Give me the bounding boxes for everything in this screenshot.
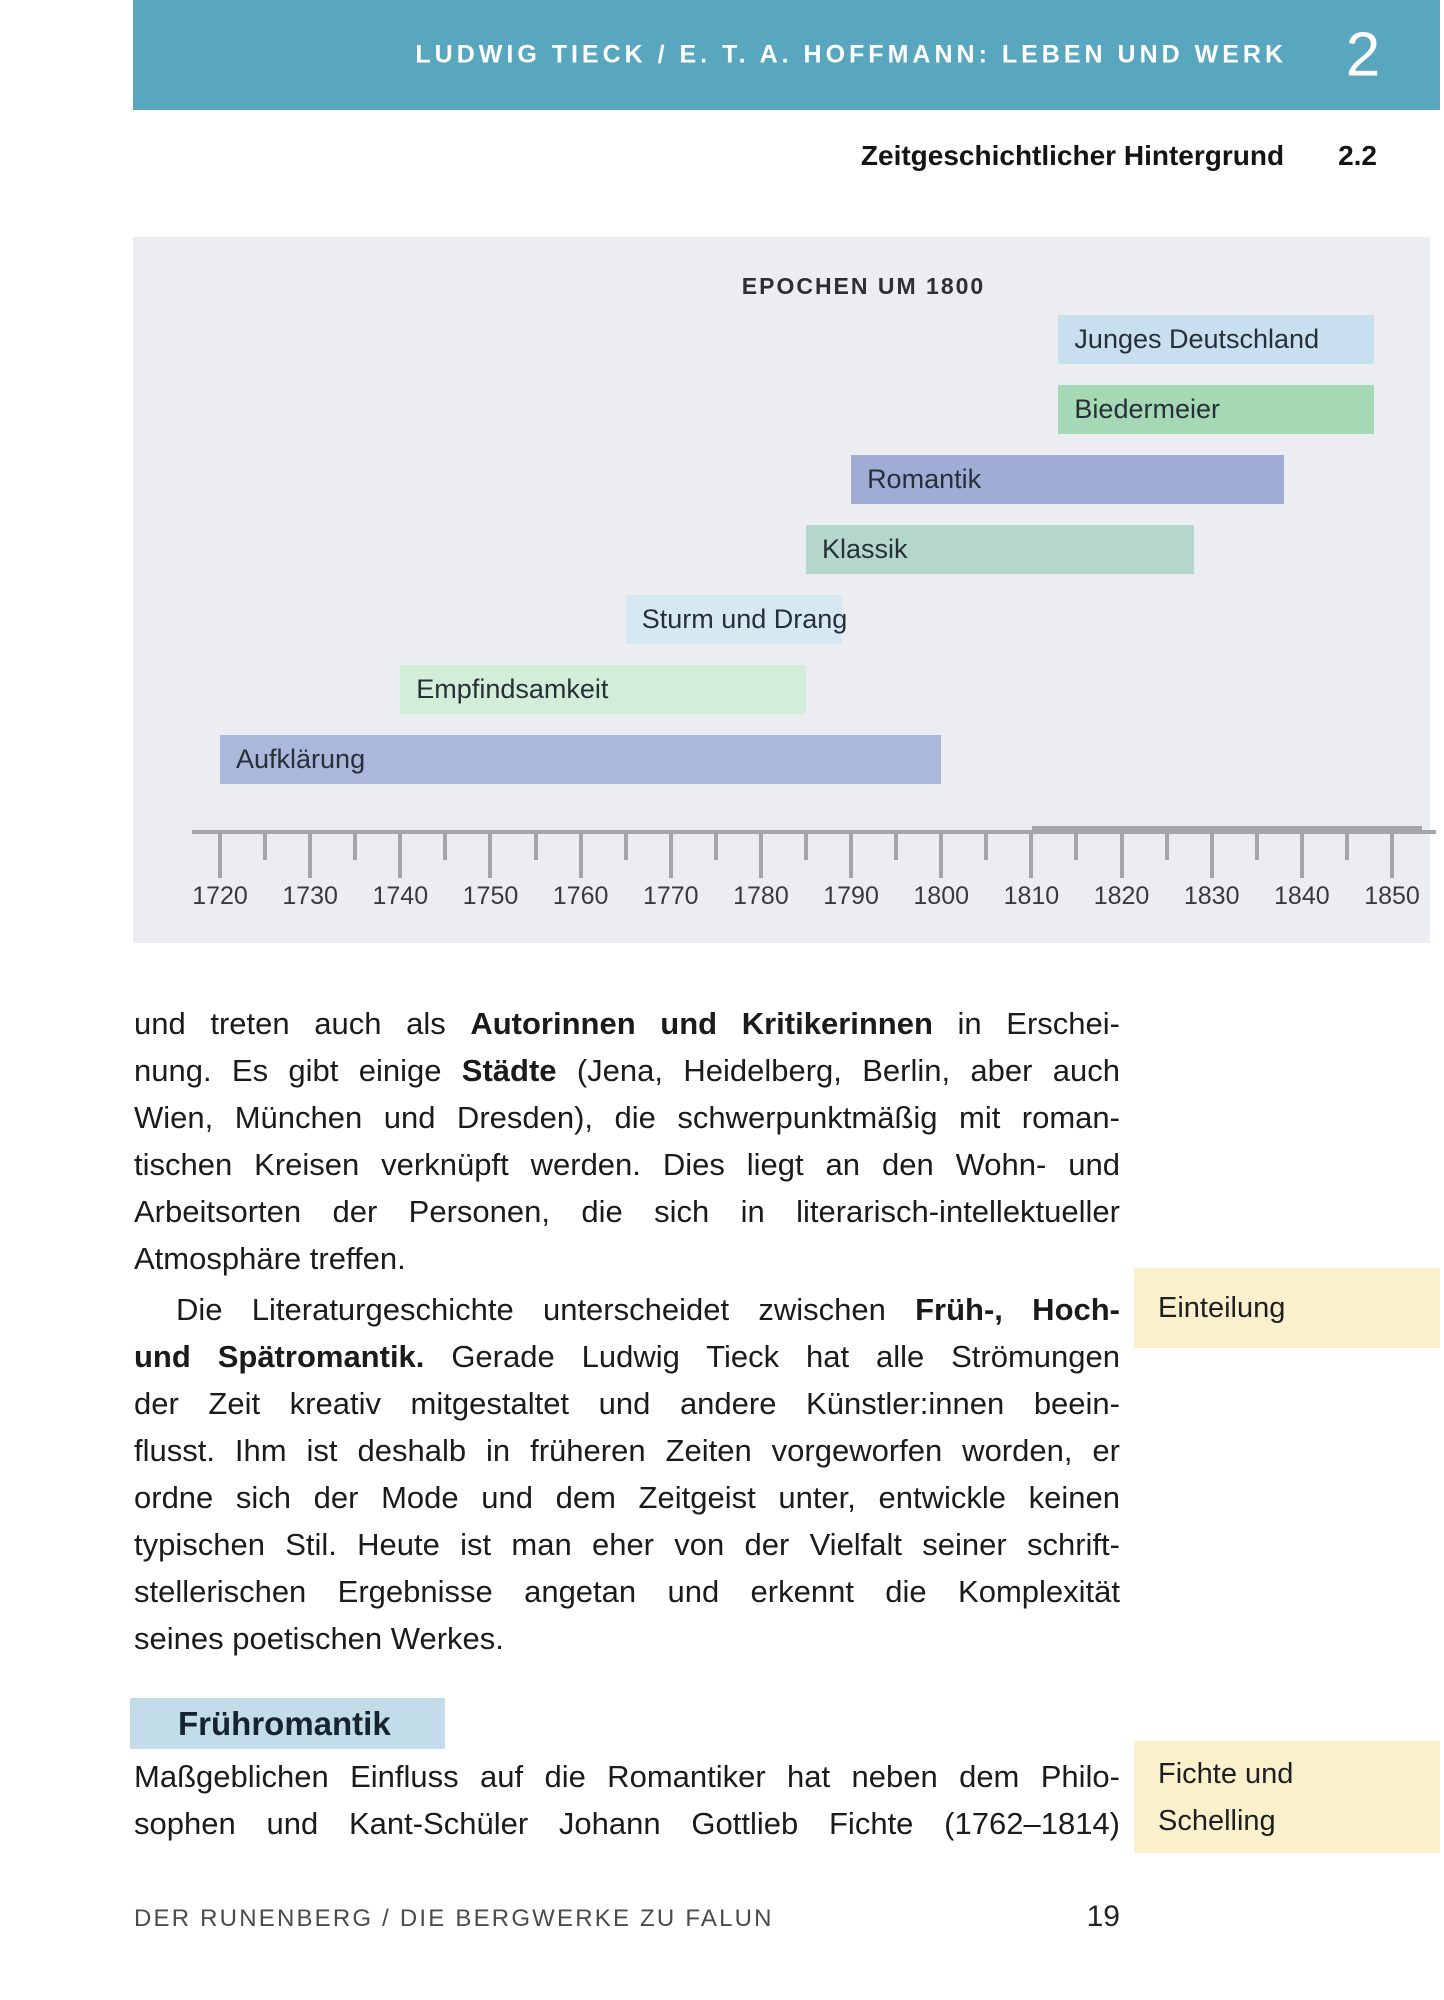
major-tick-1840 — [1299, 832, 1304, 878]
epoch-bar-aufklärung: Aufklärung — [220, 735, 942, 784]
minor-tick-1755 — [533, 832, 538, 860]
text-line: Atmosphäre treffen. — [134, 1241, 406, 1276]
paragraph: Die Literaturgeschichte unterscheidet zw… — [134, 1286, 1120, 1662]
major-tick-1750 — [488, 832, 493, 878]
major-tick-1760 — [578, 832, 583, 878]
text-line: Die Literaturgeschichte unterscheidet zw… — [176, 1292, 1121, 1327]
minor-tick-1725 — [263, 832, 268, 860]
tick-label-1840: 1840 — [1274, 882, 1330, 910]
text-line: nung. Es gibt einige Städte (Jena, Heide… — [134, 1053, 1120, 1088]
minor-tick-1785 — [804, 832, 808, 860]
text-line: Maßgeblichen Einfluss auf die Romantiker… — [134, 1759, 1120, 1794]
section-heading-fruehromantik: Frühromantik — [130, 1698, 445, 1749]
minor-tick-1815 — [1074, 832, 1079, 860]
tick-label-1820: 1820 — [1093, 882, 1150, 910]
minor-tick-1765 — [623, 832, 628, 860]
margin-note-label: Einteilung — [1158, 1291, 1286, 1324]
chapter-header: LUDWIG TIECK / E. T. A. HOFFMANN: LEBEN … — [133, 0, 1440, 110]
tick-label-1850: 1850 — [1364, 882, 1420, 910]
tick-label-1770: 1770 — [642, 882, 699, 910]
epoch-bar-label: Aufklärung — [236, 744, 366, 774]
epoch-bar-romantik: Romantik — [851, 455, 1284, 504]
major-tick-1820 — [1119, 832, 1124, 878]
text-line: und treten auch als Autorinnen und Kriti… — [134, 1006, 1120, 1041]
epoch-bar-label: Klassik — [822, 534, 908, 564]
minor-tick-1825 — [1164, 832, 1169, 860]
chart-title: EPOCHEN UM 1800 — [741, 273, 986, 299]
page-number: 19 — [1086, 1900, 1120, 1933]
tick-label-1740: 1740 — [372, 882, 429, 910]
epoch-bar-label: Biedermeier — [1074, 394, 1220, 424]
epoch-bar-biedermeier: Biedermeier — [1058, 385, 1374, 434]
margin-note-label: Fichte und — [1158, 1758, 1294, 1790]
tick-label-1730: 1730 — [282, 882, 338, 910]
epoch-timeline-chart: EPOCHEN UM 1800 Junges Deutschland Bieder… — [133, 237, 1436, 943]
major-tick-1850 — [1390, 832, 1394, 878]
minor-tick-1745 — [443, 832, 448, 860]
major-tick-1740 — [398, 832, 403, 878]
text-line: stellerischen Ergebnisse angetan und erk… — [134, 1574, 1120, 1609]
footer-book-title: DER RUNENBERG / DIE BERGWERKE ZU FALUN — [134, 1905, 774, 1932]
epoch-bar-junges-deutschland: Junges Deutschland — [1058, 315, 1374, 364]
minor-tick-1835 — [1254, 832, 1259, 860]
epoch-bar-empfindsamkeit: Empfindsamkeit — [400, 665, 806, 714]
tick-label-1810: 1810 — [1003, 882, 1060, 910]
minor-tick-1735 — [353, 832, 358, 860]
text-line: und Spätromantik. Gerade Ludwig Tieck ha… — [134, 1339, 1120, 1374]
major-tick-1810 — [1029, 832, 1034, 878]
epoch-bar-label: Sturm und Drang — [641, 604, 848, 634]
major-tick-1790 — [849, 832, 854, 878]
tick-label-1760: 1760 — [552, 882, 609, 910]
paragraph: und treten auch als Autorinnen und Kriti… — [134, 1000, 1120, 1282]
major-tick-1770 — [668, 832, 673, 878]
tick-label-1750: 1750 — [462, 882, 519, 910]
text-line: Wien, München und Dresden), die schwerpu… — [134, 1100, 1120, 1135]
text-line: typischen Stil. Heute ist man eher von d… — [134, 1527, 1120, 1562]
text-line: sophen und Kant-Schüler Johann Gottlieb … — [134, 1806, 1120, 1841]
tick-label-1780: 1780 — [733, 882, 789, 910]
major-tick-1830 — [1209, 832, 1214, 878]
major-tick-1730 — [308, 832, 313, 878]
tick-label-1790: 1790 — [823, 882, 879, 910]
paragraph: Maßgeblichen Einfluss auf die Romantiker… — [134, 1753, 1120, 1847]
breadcrumb: Zeitgeschichtlicher Hintergrund 2.2 — [133, 140, 1377, 172]
tick-label-1800: 1800 — [913, 882, 970, 910]
major-tick-1720 — [218, 832, 222, 878]
epoch-bar-klassik: Klassik — [806, 525, 1194, 574]
text-line: der Zeit kreativ mitgestaltet und andere… — [134, 1386, 1120, 1421]
minor-tick-1795 — [894, 832, 899, 860]
timeline-axis — [192, 830, 1436, 834]
breadcrumb-section-title: Zeitgeschichtlicher Hintergrund — [860, 140, 1285, 171]
tick-label-1830: 1830 — [1183, 882, 1240, 910]
minor-tick-1845 — [1344, 832, 1349, 860]
section-heading-label: Frühromantik — [178, 1705, 391, 1742]
epoch-bar-label: Romantik — [867, 464, 982, 494]
text-line: tischen Kreisen verknüpft werden. Dies l… — [134, 1147, 1120, 1182]
chapter-title: LUDWIG TIECK / E. T. A. HOFFMANN: LEBEN … — [415, 40, 1287, 69]
major-tick-1780 — [758, 832, 763, 878]
margin-note-label: Schelling — [1158, 1805, 1276, 1837]
minor-tick-1775 — [713, 832, 718, 860]
chapter-number: 2 — [1345, 20, 1381, 90]
page-footer: DER RUNENBERG / DIE BERGWERKE ZU FALUN 1… — [134, 1900, 1120, 1934]
margin-note-einteilung: Einteilung — [1134, 1268, 1440, 1348]
breadcrumb-section-number: 2.2 — [1338, 140, 1377, 171]
epoch-bar-label: Junges Deutschland — [1074, 324, 1320, 354]
text-line: flusst. Ihm ist deshalb in früheren Zeit… — [134, 1433, 1120, 1468]
epoch-bar-label: Empfindsamkeit — [416, 674, 609, 704]
timeline-axis-upper-segment — [1032, 826, 1422, 830]
text-line: ordne sich der Mode und dem Zeitgeist un… — [134, 1480, 1120, 1515]
margin-note-fichte-und-schelling: Fichte und Schelling — [1134, 1741, 1440, 1853]
epoch-bar-sturm-und-drang: Sturm und Drang — [625, 595, 847, 644]
minor-tick-1805 — [984, 832, 989, 860]
major-tick-1800 — [939, 832, 944, 878]
text-line: seines poetischen Werkes. — [134, 1621, 504, 1656]
tick-label-1720: 1720 — [192, 882, 248, 910]
text-line: Arbeitsorten der Personen, die sich in l… — [134, 1194, 1120, 1229]
